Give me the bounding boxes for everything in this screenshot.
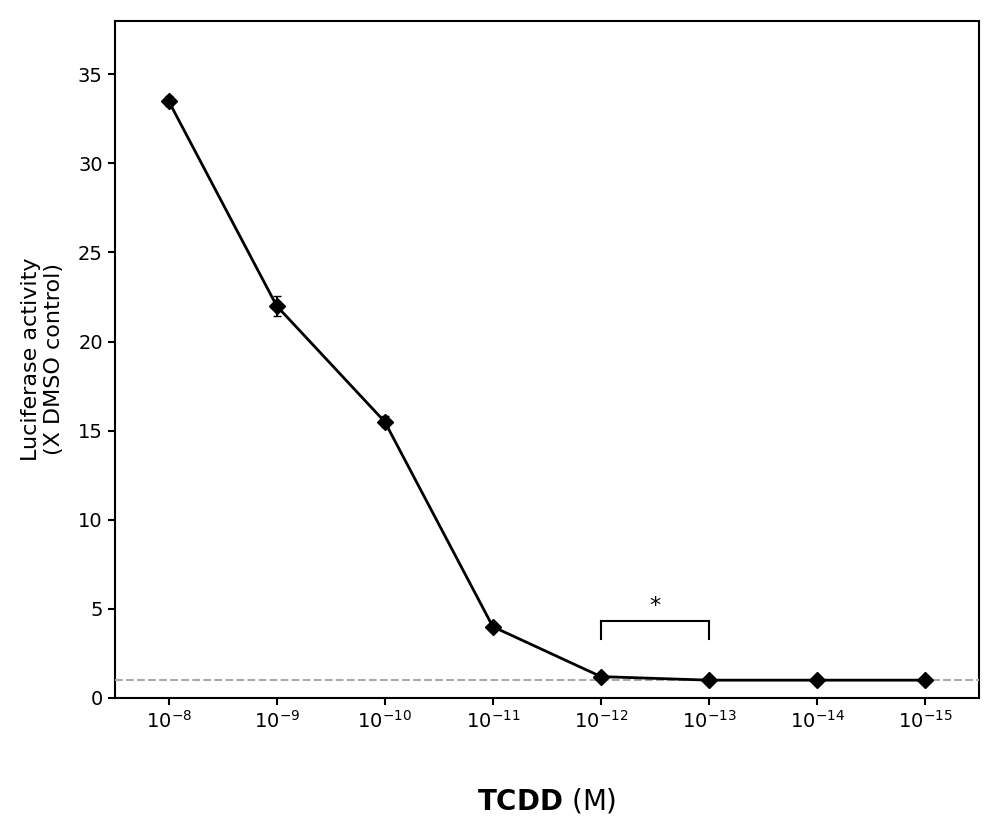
Text: $\mathbf{TCDD}$ (M): $\mathbf{TCDD}$ (M) [477,786,617,815]
Text: *: * [649,596,661,616]
Y-axis label: Luciferase activity
(X DMSO control): Luciferase activity (X DMSO control) [21,258,64,461]
